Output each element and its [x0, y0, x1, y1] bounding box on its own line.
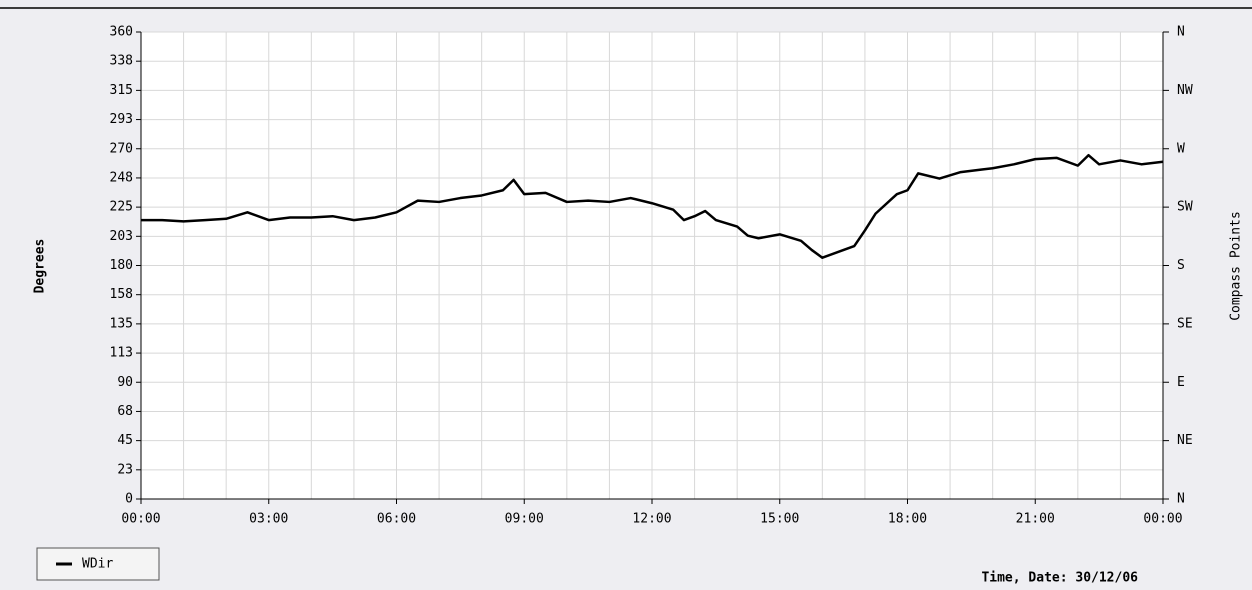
x-tick-label: 12:00 — [632, 512, 671, 527]
y-tick-label: 113 — [110, 346, 133, 361]
y-tick-label: 0 — [125, 492, 133, 507]
y2-tick-label: S — [1177, 258, 1185, 273]
y-tick-label: 360 — [110, 25, 133, 40]
x-tick-label: 21:00 — [1016, 512, 1055, 527]
y2-axis-title: Compass Points — [1229, 211, 1244, 321]
x-tick-label: 00:00 — [121, 512, 160, 527]
y2-tick-label: W — [1177, 141, 1185, 156]
y-tick-label: 90 — [117, 375, 133, 390]
y-tick-label: 203 — [110, 229, 133, 244]
y-tick-label: 293 — [110, 112, 133, 127]
y-tick-label: 180 — [110, 258, 133, 273]
y2-tick-label: N — [1177, 492, 1185, 507]
y-tick-label: 135 — [110, 316, 133, 331]
legend: WDir — [36, 547, 160, 581]
y-tick-label: 45 — [117, 433, 133, 448]
y2-tick-label: SW — [1177, 200, 1193, 215]
legend-label: WDir — [82, 557, 113, 572]
x-tick-label: 06:00 — [377, 512, 416, 527]
x-tick-label: 00:00 — [1143, 512, 1182, 527]
y2-tick-label: SE — [1177, 316, 1193, 331]
y2-tick-label: NE — [1177, 433, 1193, 448]
data-line — [141, 153, 1164, 259]
y-tick-label: 158 — [110, 287, 133, 302]
y-tick-label: 338 — [110, 54, 133, 69]
y-tick-label: 68 — [117, 404, 133, 419]
y-tick-label: 248 — [110, 170, 133, 185]
y-tick-label: 315 — [110, 83, 133, 98]
y-axis-title: Degrees — [33, 239, 48, 294]
x-tick-label: 18:00 — [888, 512, 927, 527]
x-axis-title: Time, Date: 30/12/06 — [981, 571, 1138, 586]
y2-tick-label: E — [1177, 375, 1185, 390]
y-tick-label: 225 — [110, 200, 133, 215]
legend-box — [36, 547, 160, 581]
y2-tick-label: NW — [1177, 83, 1193, 98]
y2-tick-label: N — [1177, 25, 1185, 40]
y-tick-label: 270 — [110, 141, 133, 156]
x-tick-label: 09:00 — [505, 512, 544, 527]
x-tick-label: 15:00 — [760, 512, 799, 527]
x-tick-label: 03:00 — [249, 512, 288, 527]
y-tick-label: 23 — [117, 462, 133, 477]
